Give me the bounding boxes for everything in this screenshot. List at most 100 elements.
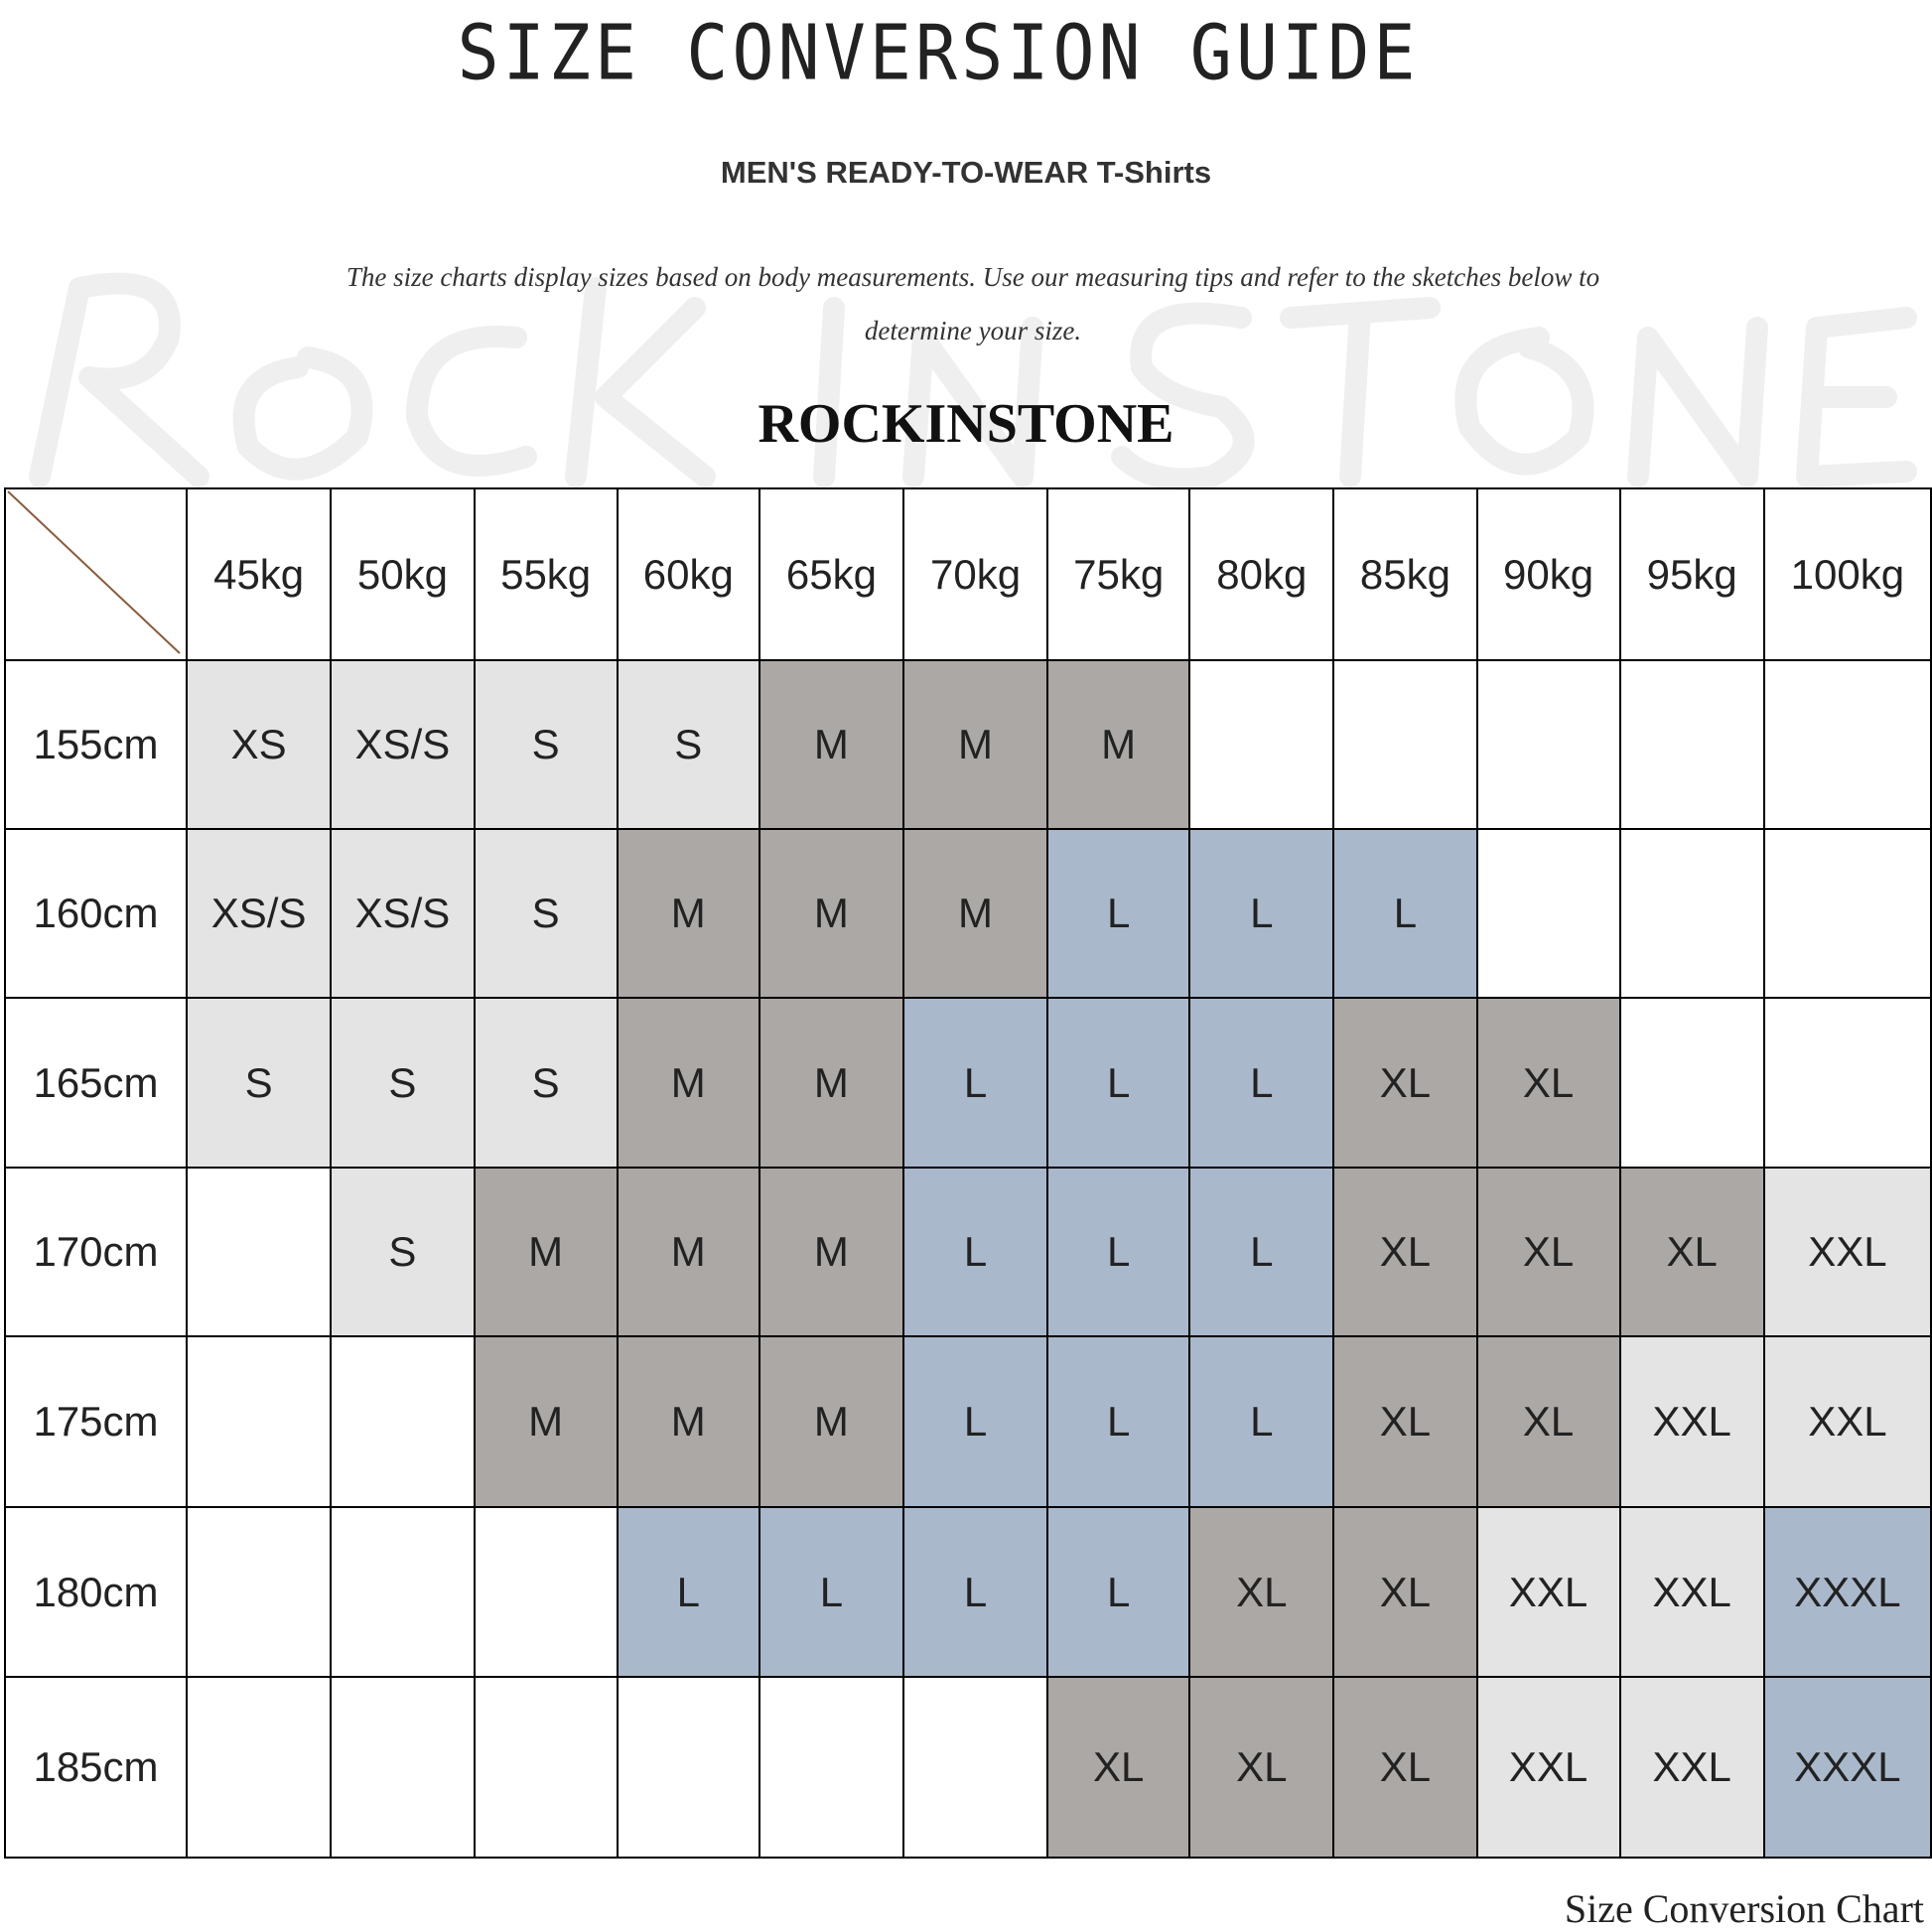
table-row: 170cm S M M M L L L XL XL XL XXL (4, 1167, 1932, 1337)
size-cell (1618, 828, 1765, 999)
size-cell: L (1046, 997, 1191, 1169)
size-cell (473, 1506, 619, 1678)
size-cell: L (901, 1167, 1049, 1337)
size-cell: L (901, 1335, 1049, 1508)
size-cell (330, 1676, 476, 1859)
size-cell (901, 1676, 1049, 1859)
size-cell: S (473, 828, 619, 999)
size-cell: S (473, 997, 619, 1169)
watermark-logo (29, 272, 1917, 490)
size-cell: S (616, 659, 760, 830)
size-cell: XXL (1762, 1167, 1932, 1337)
size-cell (330, 1335, 476, 1508)
size-cell: XL (1332, 1167, 1478, 1337)
size-cell (758, 1676, 904, 1859)
corner-cell (4, 487, 188, 661)
size-cell: XXL (1618, 1335, 1765, 1508)
height-label: 185cm (4, 1676, 188, 1859)
size-cell: XXXL (1762, 1506, 1932, 1678)
size-cell: M (616, 1167, 760, 1337)
diagonal-line (7, 490, 181, 654)
size-cell: XS/S (185, 828, 333, 999)
size-cell (185, 1506, 333, 1678)
size-cell: XL (1618, 1167, 1765, 1337)
size-cell (473, 1676, 619, 1859)
size-cell: L (901, 997, 1049, 1169)
size-cell: L (758, 1506, 904, 1678)
size-cell: XL (1475, 1335, 1621, 1508)
size-cell: M (758, 1167, 904, 1337)
size-cell: M (758, 659, 904, 830)
size-cell (185, 1335, 333, 1508)
size-cell: XL (1188, 1676, 1335, 1859)
size-cell: XL (1332, 1506, 1478, 1678)
size-cell: L (1046, 1335, 1191, 1508)
size-cell (1762, 997, 1932, 1169)
header-row: 45kg 50kg 55kg 60kg 65kg 70kg 75kg 80kg 85kg 90kg… (4, 487, 1932, 661)
weight-header: 90kg (1475, 487, 1621, 661)
height-label: 160cm (4, 828, 188, 999)
weight-header: 50kg (330, 487, 476, 661)
page-title: SIZE CONVERSION GUIDE (457, 7, 1420, 98)
size-cell: XXL (1762, 1335, 1932, 1508)
size-cell (185, 1676, 333, 1859)
size-cell: S (473, 659, 619, 830)
height-label: 155cm (4, 659, 188, 830)
size-cell: M (901, 828, 1049, 999)
size-cell: M (758, 828, 904, 999)
size-cell (1475, 828, 1621, 999)
size-cell: S (330, 1167, 476, 1337)
size-cell: M (473, 1335, 619, 1508)
description: The size charts display sizes based on b… (345, 262, 1600, 345)
size-cell: M (1046, 659, 1191, 830)
table-row: 160cm XS/S XS/S S M M M L L L (4, 828, 1932, 999)
weight-header: 60kg (616, 487, 760, 661)
subtitle: MEN'S READY-TO-WEAR T-Shirts (720, 155, 1212, 190)
size-cell: L (616, 1506, 760, 1678)
size-cell: M (616, 997, 760, 1169)
size-cell: L (1188, 1335, 1335, 1508)
size-cell: XL (1332, 1676, 1478, 1859)
size-cell (1475, 659, 1621, 830)
size-table-body: 45kg 50kg 55kg 60kg 65kg 70kg 75kg 80kg 85kg 90kg… (4, 487, 1932, 1859)
table-row: 175cm M M M L L L XL XL XXL XXL (4, 1335, 1932, 1508)
table-row: 155cm XS XS/S S S M M M (4, 659, 1932, 830)
size-cell: M (473, 1167, 619, 1337)
height-label: 175cm (4, 1335, 188, 1508)
table-row: 185cm XL XL XL XXL XXL XXXL (4, 1676, 1932, 1859)
height-label: 170cm (4, 1167, 188, 1337)
size-cell: M (901, 659, 1049, 830)
table-row: 165cm S S S M M L L L XL XL (4, 997, 1932, 1169)
weight-header: 80kg (1188, 487, 1335, 661)
size-cell: M (616, 828, 760, 999)
size-cell: S (330, 997, 476, 1169)
height-label: 165cm (4, 997, 188, 1169)
size-cell: XXL (1618, 1676, 1765, 1859)
weight-header: 85kg (1332, 487, 1478, 661)
size-cell (1618, 997, 1765, 1169)
size-cell (330, 1506, 476, 1678)
size-cell (1618, 659, 1765, 830)
size-cell: L (1046, 828, 1191, 999)
height-label: 180cm (4, 1506, 188, 1678)
size-cell: XL (1332, 1335, 1478, 1508)
size-cell: XL (1332, 997, 1478, 1169)
size-cell: L (901, 1506, 1049, 1678)
size-cell: L (1188, 828, 1335, 999)
size-table: 45kg 50kg 55kg 60kg 65kg 70kg 75kg 80kg 85kg 90kg… (4, 487, 1932, 1859)
size-cell: XL (1046, 1676, 1191, 1859)
size-cell: M (616, 1335, 760, 1508)
size-cell: S (185, 997, 333, 1169)
size-cell: XL (1188, 1506, 1335, 1678)
size-cell (1762, 828, 1932, 999)
table-row: 180cm L L L L XL XL XXL XXL XXXL (4, 1506, 1932, 1678)
weight-header: 75kg (1046, 487, 1191, 661)
weight-header: 45kg (185, 487, 333, 661)
size-cell (1188, 659, 1335, 830)
size-cell (1332, 659, 1478, 830)
size-cell: M (758, 997, 904, 1169)
size-cell: L (1046, 1167, 1191, 1337)
size-cell (1762, 659, 1932, 830)
weight-header: 55kg (473, 487, 619, 661)
size-cell: L (1332, 828, 1478, 999)
